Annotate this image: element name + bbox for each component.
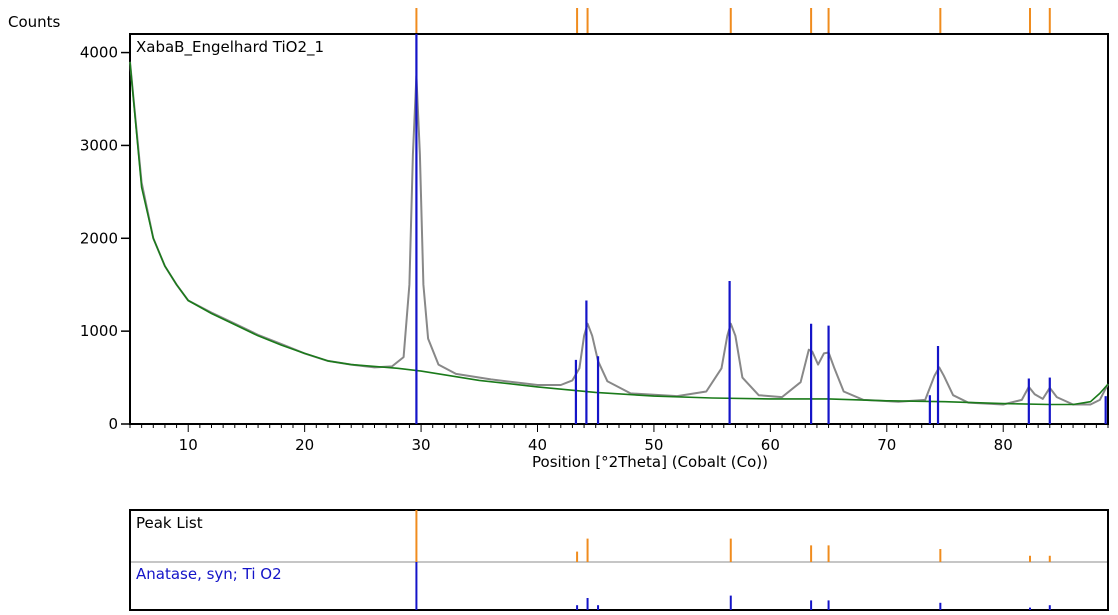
x-tick-label: 10 xyxy=(179,436,198,454)
background-fit-line xyxy=(129,61,1109,406)
y-tick-label: 0 xyxy=(108,415,118,433)
x-tick-label: 70 xyxy=(877,436,896,454)
y-tick-label: 1000 xyxy=(80,322,118,340)
x-tick-label: 30 xyxy=(412,436,431,454)
x-tick-label: 80 xyxy=(994,436,1013,454)
measured-pattern-line xyxy=(129,61,1109,406)
x-tick-label: 60 xyxy=(761,436,780,454)
x-tick-label: 20 xyxy=(295,436,314,454)
reference-lines-layer xyxy=(415,34,1107,424)
reference-pattern-sticks xyxy=(415,562,1051,610)
y-tick-label: 3000 xyxy=(80,136,118,154)
y-axis-label: Counts xyxy=(8,13,61,31)
peak-list-title: Peak List xyxy=(136,514,203,532)
y-axis-ticks: 0 1000 2000 3000 4000 xyxy=(80,44,130,433)
x-axis-ticks: 10 20 30 40 50 60 70 80 xyxy=(129,424,1109,454)
peak-list-panel xyxy=(129,509,1109,611)
x-tick-label: 40 xyxy=(528,436,547,454)
y-tick-label: 2000 xyxy=(80,229,118,247)
data-series-layer xyxy=(129,61,1109,406)
peak-list-sticks xyxy=(415,510,1051,562)
sample-name-label: XabaB_Engelhard TiO2_1 xyxy=(136,38,324,57)
y-tick-label: 4000 xyxy=(80,44,118,62)
x-tick-label: 50 xyxy=(644,436,663,454)
reference-pattern-name: Anatase, syn; Ti O2 xyxy=(136,565,282,583)
main-plot-frame xyxy=(129,33,1109,425)
top-reference-markers xyxy=(415,8,1051,33)
x-axis-label: Position [°2Theta] (Cobalt (Co)) xyxy=(532,453,768,471)
